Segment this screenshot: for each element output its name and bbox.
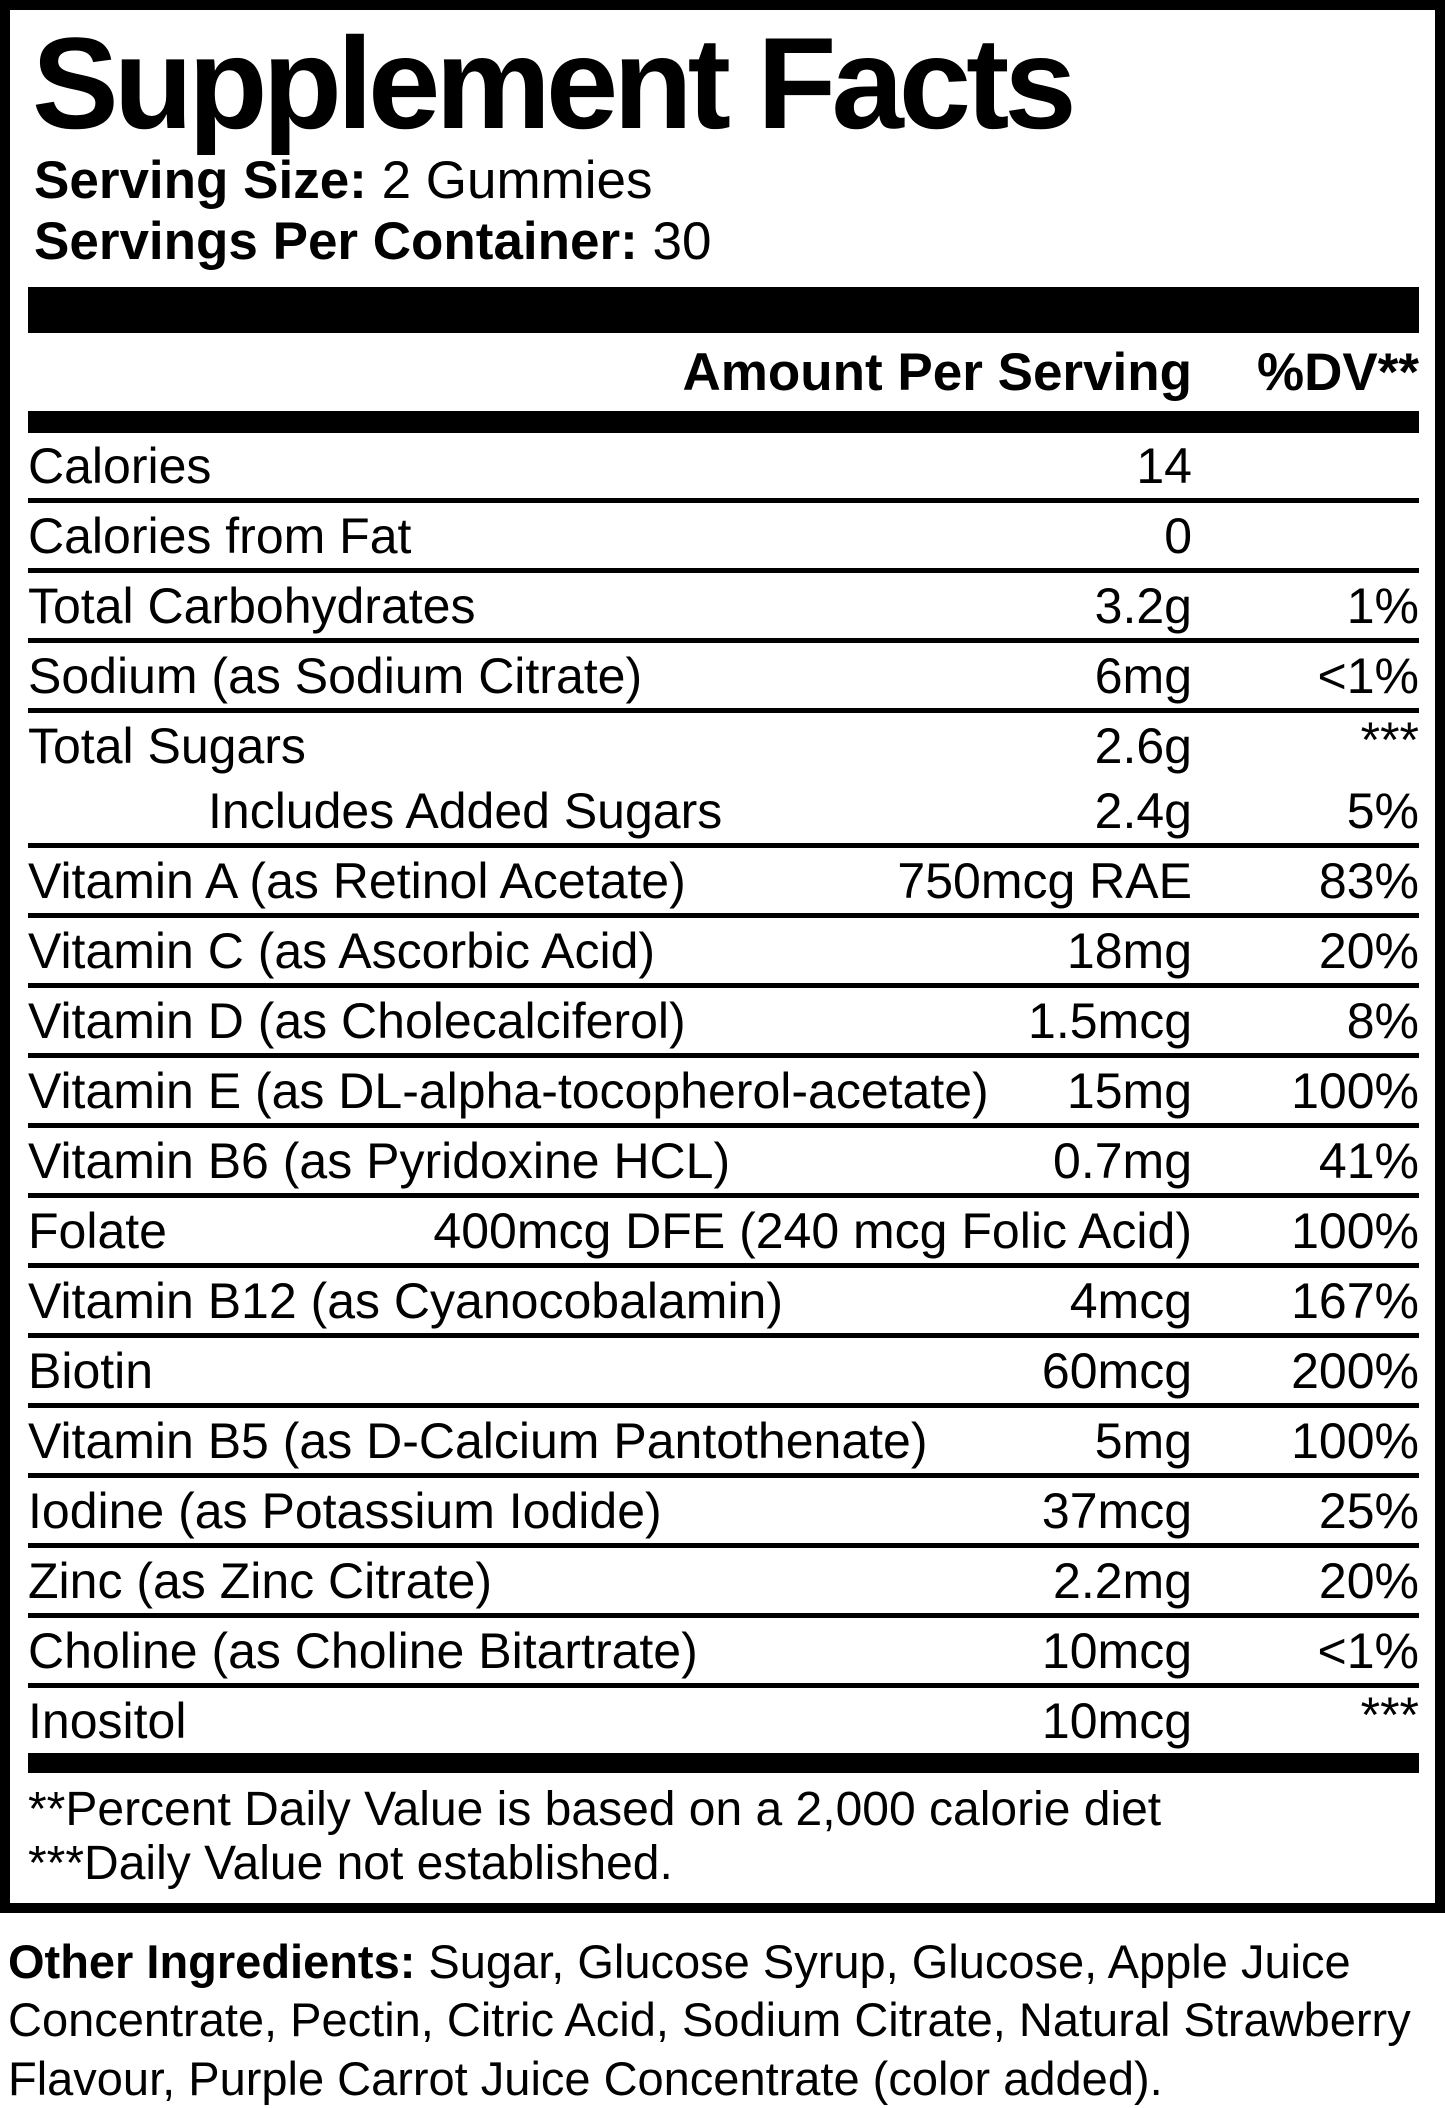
nutrient-name: Calories: [28, 437, 212, 494]
table-row-vitamin-b12: Vitamin B12 (as Cyanocobalamin) 4mcg 167…: [28, 1268, 1419, 1338]
table-row-inositol: Inositol 10mcg ***: [28, 1688, 1419, 1753]
nutrient-dv: ***: [1360, 711, 1419, 768]
table-row-total-carbohydrates: Total Carbohydrates 3.2g 1%: [28, 573, 1419, 643]
nutrient-amount: 0: [1164, 507, 1192, 564]
nutrient-amount: 1.5mcg: [1028, 992, 1192, 1049]
table-row-vitamin-b6: Vitamin B6 (as Pyridoxine HCL) 0.7mg 41%: [28, 1128, 1419, 1198]
servings-per-container-line: Servings Per Container: 30: [34, 211, 1419, 272]
nutrient-amount: 18mg: [1066, 922, 1192, 979]
nutrient-dv: 5%: [1346, 782, 1419, 839]
table-row-vitamin-b5: Vitamin B5 (as D-Calcium Pantothenate) 5…: [28, 1408, 1419, 1478]
nutrient-amount: 2.6g: [1094, 717, 1192, 774]
nutrient-amount: 5mg: [1094, 1412, 1192, 1469]
nutrient-name: Biotin: [28, 1342, 154, 1399]
table-row-calories: Calories 14: [28, 433, 1419, 503]
footnotes: **Percent Daily Value is based on a 2,00…: [28, 1773, 1419, 1903]
nutrient-dv: 200%: [1291, 1342, 1419, 1399]
nutrient-name: Folate: [28, 1202, 167, 1259]
table-row-vitamin-c: Vitamin C (as Ascorbic Acid) 18mg 20%: [28, 918, 1419, 988]
nutrient-name: Sodium (as Sodium Citrate): [28, 647, 643, 704]
serving-size-line: Serving Size: 2 Gummies: [34, 150, 1419, 211]
nutrient-dv: 100%: [1291, 1062, 1419, 1119]
nutrient-amount: 37mcg: [1041, 1482, 1192, 1539]
serving-size-label: Serving Size:: [34, 150, 367, 210]
serving-size-value: 2 Gummies: [366, 150, 653, 210]
table-row-vitamin-a: Vitamin A (as Retinol Acetate) 750mcg RA…: [28, 848, 1419, 918]
nutrient-name: Vitamin B12 (as Cyanocobalamin): [28, 1272, 784, 1329]
nutrient-dv: 1%: [1346, 577, 1419, 634]
nutrient-dv: 100%: [1291, 1412, 1419, 1469]
table-row-sodium: Sodium (as Sodium Citrate) 6mg <1%: [28, 643, 1419, 713]
nutrient-dv: <1%: [1317, 1622, 1419, 1679]
table-row-vitamin-d: Vitamin D (as Cholecalciferol) 1.5mcg 8%: [28, 988, 1419, 1058]
nutrient-name: Choline (as Choline Bitartrate): [28, 1622, 698, 1679]
table-row-choline: Choline (as Choline Bitartrate) 10mcg <1…: [28, 1618, 1419, 1688]
nutrient-dv: 25%: [1318, 1482, 1419, 1539]
servings-per-container-label: Servings Per Container:: [34, 212, 638, 272]
footnote-not-established: ***Daily Value not established.: [28, 1836, 673, 1890]
table-row-iodine: Iodine (as Potassium Iodide) 37mcg 25%: [28, 1478, 1419, 1548]
footnote-daily-value: **Percent Daily Value is based on a 2,00…: [28, 1782, 1162, 1836]
nutrient-dv: 100%: [1291, 1202, 1419, 1259]
column-header-dv: %DV**: [1256, 342, 1419, 402]
nutrient-name: Vitamin B6 (as Pyridoxine HCL): [28, 1132, 731, 1189]
column-header-row: Amount Per Serving %DV**: [28, 333, 1419, 411]
nutrient-amount: 4mcg: [1069, 1272, 1192, 1329]
nutrient-dv: 41%: [1318, 1132, 1419, 1189]
nutrient-table: Calories 14 Calories from Fat 0 Total Ca…: [28, 433, 1419, 1753]
table-row-calories-from-fat: Calories from Fat 0: [28, 503, 1419, 573]
nutrient-dv: 8%: [1346, 992, 1419, 1049]
nutrient-amount: 10mcg: [1041, 1622, 1192, 1679]
nutrient-name: Total Carbohydrates: [28, 577, 476, 634]
table-row-added-sugars: Includes Added Sugars 2.4g 5%: [28, 778, 1419, 848]
nutrient-name: Vitamin B5 (as D-Calcium Pantothenate): [28, 1412, 928, 1469]
nutrient-dv: 20%: [1318, 922, 1419, 979]
nutrient-dv: ***: [1360, 1686, 1419, 1743]
nutrient-amount: 750mcg RAE: [897, 852, 1192, 909]
nutrient-name: Vitamin A (as Retinol Acetate): [28, 852, 686, 909]
supplement-facts-panel: Supplement Facts Serving Size: 2 Gummies…: [0, 0, 1445, 1913]
nutrient-amount: 10mcg: [1041, 1692, 1192, 1749]
nutrient-amount: 3.2g: [1094, 577, 1192, 634]
nutrient-name: Vitamin C (as Ascorbic Acid): [28, 922, 656, 979]
table-row-total-sugars: Total Sugars 2.6g ***: [28, 713, 1419, 778]
table-row-biotin: Biotin 60mcg 200%: [28, 1338, 1419, 1408]
nutrient-dv: 83%: [1318, 852, 1419, 909]
panel-title: Supplement Facts: [32, 10, 1077, 156]
divider-bar-footnote: [28, 1752, 1419, 1773]
table-row-folate: Folate 400mcg DFE (240 mcg Folic Acid) 1…: [28, 1198, 1419, 1268]
nutrient-amount: 2.4g: [1094, 782, 1192, 839]
column-header-amount: Amount Per Serving: [682, 342, 1192, 402]
nutrient-amount: 14: [1136, 437, 1192, 494]
nutrient-amount: 2.2mg: [1053, 1552, 1192, 1609]
nutrient-dv: 20%: [1318, 1552, 1419, 1609]
other-ingredients: Other Ingredients: Sugar, Glucose Syrup,…: [8, 1933, 1431, 2108]
nutrient-name: Iodine (as Potassium Iodide): [28, 1482, 662, 1539]
nutrient-name: Includes Added Sugars: [208, 782, 723, 839]
nutrient-name: Inositol: [28, 1692, 187, 1749]
servings-per-container-value: 30: [637, 212, 712, 272]
divider-bar-header: [28, 410, 1419, 433]
nutrient-name: Calories from Fat: [28, 507, 412, 564]
nutrient-amount: 6mg: [1094, 647, 1192, 704]
nutrient-dv: <1%: [1317, 647, 1419, 704]
table-row-zinc: Zinc (as Zinc Citrate) 2.2mg 20%: [28, 1548, 1419, 1618]
divider-bar-top: [28, 286, 1419, 333]
nutrient-name: Vitamin E (as DL-alpha-tocopherol-acetat…: [28, 1062, 989, 1119]
nutrient-amount: 60mcg: [1041, 1342, 1192, 1399]
nutrient-name: Zinc (as Zinc Citrate): [28, 1552, 492, 1609]
other-ingredients-label: Other Ingredients:: [8, 1935, 416, 1988]
nutrient-amount: 0.7mg: [1053, 1132, 1192, 1189]
nutrient-name: Vitamin D (as Cholecalciferol): [28, 992, 686, 1049]
table-row-vitamin-e: Vitamin E (as DL-alpha-tocopherol-acetat…: [28, 1058, 1419, 1128]
nutrient-name: Total Sugars: [28, 717, 306, 774]
nutrient-dv: 167%: [1291, 1272, 1419, 1329]
nutrient-amount: 15mg: [1066, 1062, 1192, 1119]
nutrient-amount: 400mcg DFE (240 mcg Folic Acid): [433, 1202, 1192, 1259]
